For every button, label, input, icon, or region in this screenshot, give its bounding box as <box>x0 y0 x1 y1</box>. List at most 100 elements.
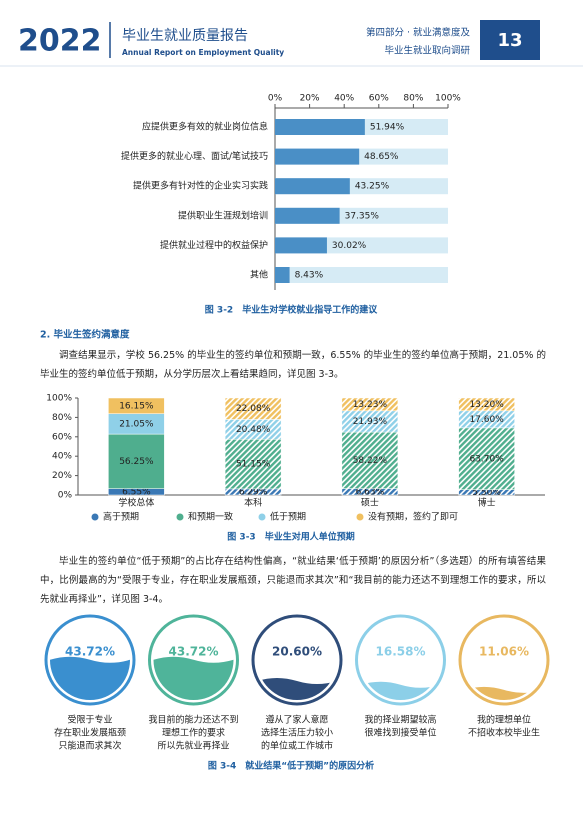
value-label: 8.43% <box>295 271 324 281</box>
gauge-fill <box>360 681 441 700</box>
paragraph: 调查结果显示，学校 56.25% 的毕业生的签约单位和预期一致，6.55% 的毕… <box>40 350 546 380</box>
gauge-label: 选择生活压力较小 <box>261 727 333 739</box>
bar-segment <box>224 439 282 490</box>
x-tick-label: 60% <box>369 94 389 104</box>
value-label: 63.70% <box>469 454 504 464</box>
gauge-label: 很难找到接受单位 <box>364 727 436 739</box>
bar-segment <box>108 433 165 489</box>
y-tick-label: 20% <box>52 471 72 481</box>
value-label: 56.25% <box>119 457 154 467</box>
value-label: 30.02% <box>332 241 367 251</box>
bar-segment <box>458 427 515 490</box>
y-tick-label: 80% <box>52 413 72 423</box>
value-label: 6.55% <box>122 487 151 497</box>
gauge-label: 所以先就业再择业 <box>157 740 229 752</box>
gauge-label: 我的理想单位 <box>477 714 531 726</box>
x-tick-label: 博士 <box>478 497 496 509</box>
category-label: 提供更多的就业心理、面试/笔试技巧 <box>121 150 268 162</box>
value-label: 5.50% <box>472 488 501 498</box>
gauge-label: 受限于专业 <box>67 714 112 726</box>
gauge-label: 遵从了家人意愿 <box>265 714 328 726</box>
gauge-label: 存在职业发展瓶颈 <box>54 727 126 739</box>
chart-caption: 图 3-2 毕业生对学校就业指导工作的建议 <box>205 304 378 316</box>
bar-segment <box>458 397 515 412</box>
gauge-label: 只能退而求其次 <box>58 740 121 752</box>
category-label: 提供更多有针对性的企业实习实践 <box>133 180 268 192</box>
x-tick-label: 本科 <box>244 497 262 509</box>
value-label: 58.22% <box>353 456 388 466</box>
x-tick-label: 40% <box>334 94 354 104</box>
category-label: 其他 <box>250 269 268 281</box>
gauge-fill <box>50 656 130 700</box>
value-label: 6.29% <box>239 487 268 497</box>
value-label: 37.35% <box>345 211 380 221</box>
gauge-label: 的单位或工作城市 <box>261 740 333 752</box>
bar <box>275 148 360 165</box>
value-label: 13.20% <box>469 400 504 410</box>
chart-caption: 图 3-3 毕业生对用人单位预期 <box>227 531 354 543</box>
legend-marker <box>356 513 364 521</box>
value-label: 13.23% <box>353 400 388 410</box>
y-tick-label: 0% <box>58 491 73 501</box>
value-label: 11.06% <box>479 645 529 659</box>
gauge-ring <box>148 614 239 706</box>
y-tick-label: 40% <box>52 452 72 462</box>
value-label: 43.25% <box>355 182 390 192</box>
legend-label: 高于预期 <box>103 511 139 523</box>
bar-segment <box>108 397 165 414</box>
value-label: 22.08% <box>236 404 271 414</box>
bar <box>275 178 350 195</box>
legend-label: 和预期一致 <box>188 511 233 523</box>
value-label: 20.48% <box>236 425 271 435</box>
gauge-fill <box>257 678 337 700</box>
gauge-label: 不招收本校毕业生 <box>468 727 540 739</box>
report-subtitle: Annual Report on Employment Quality <box>122 48 284 57</box>
value-label: 17.60% <box>469 415 504 425</box>
bar-segment <box>341 431 399 489</box>
gauge-fill <box>153 656 234 700</box>
legend-label: 没有预期，签约了即可 <box>368 511 458 523</box>
year: 2022 <box>18 24 102 59</box>
value-label: 51.94% <box>370 123 405 133</box>
bar <box>275 207 340 224</box>
gauge-label: 我的择业期望较高 <box>364 714 436 726</box>
bar <box>275 237 327 254</box>
bar <box>275 267 290 283</box>
section-heading: 2. 毕业生签约满意度 <box>40 329 130 341</box>
legend-marker <box>258 513 266 521</box>
legend-label: 低于预期 <box>270 511 306 523</box>
bar-background <box>275 267 448 283</box>
page-number: 13 <box>497 30 522 51</box>
part-title: 毕业生就业取向调研 <box>384 45 470 57</box>
value-label: 21.05% <box>119 419 154 429</box>
x-tick-label: 0% <box>268 94 283 104</box>
gauge-ring <box>458 614 550 706</box>
value-label: 48.65% <box>364 152 399 162</box>
value-label: 21.93% <box>353 417 388 427</box>
legend-marker <box>91 513 99 521</box>
gauge-ring <box>251 614 343 706</box>
chart-caption: 图 3-4 就业结果“低于预期”的原因分析 <box>208 760 374 772</box>
x-tick-label: 20% <box>300 94 320 104</box>
y-tick-label: 60% <box>52 432 72 442</box>
x-tick-label: 硕士 <box>361 497 379 509</box>
x-tick-label: 学校总体 <box>118 497 154 509</box>
part-title: 第四部分 · 就业满意度及 <box>366 27 471 39</box>
x-tick-label: 100% <box>435 94 461 104</box>
bar-segment <box>341 397 399 412</box>
gauge-ring <box>355 614 446 706</box>
value-label: 43.72% <box>65 645 115 659</box>
bar-segment <box>224 397 282 420</box>
value-label: 6.63% <box>356 487 385 497</box>
value-label: 51.15% <box>236 460 271 470</box>
gauge-label: 我目前的能力还达不到 <box>148 714 238 726</box>
legend-marker <box>176 513 184 521</box>
x-tick-label: 80% <box>403 94 423 104</box>
gauge-ring <box>44 614 136 706</box>
value-label: 20.60% <box>272 645 322 659</box>
category-label: 应提供更多有效的就业岗位信息 <box>142 121 268 133</box>
paragraph: 毕业生的签约单位“低于预期”的占比存在结构性偏高，“就业结果‘低于预期’的原因分… <box>40 556 546 605</box>
y-tick-label: 100% <box>46 394 72 404</box>
report-title: 毕业生就业质量报告 <box>122 28 248 44</box>
